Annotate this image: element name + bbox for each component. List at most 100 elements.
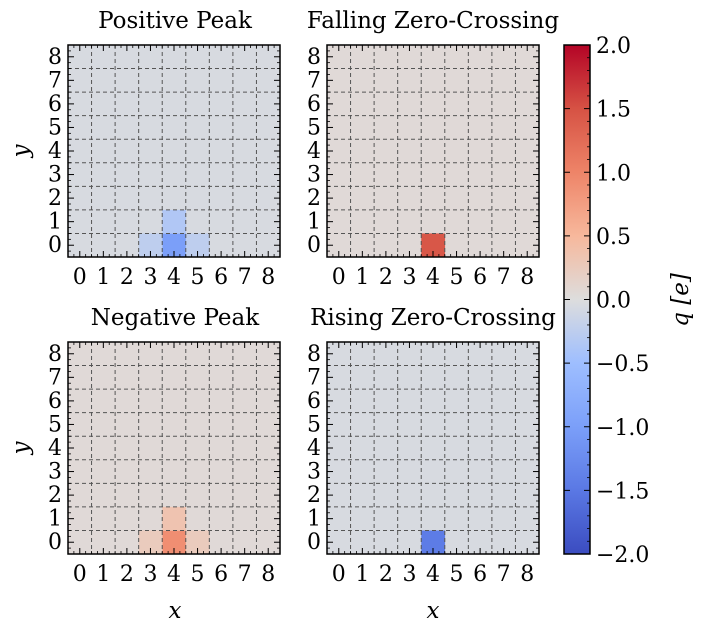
- y-tick-label: 4: [48, 139, 62, 164]
- x-tick-label: 3: [143, 562, 157, 587]
- y-tick-label: 3: [48, 460, 62, 485]
- y-tick-label: 4: [307, 436, 321, 461]
- y-tick-label: 0: [48, 233, 62, 258]
- y-tick-label: 8: [48, 342, 62, 367]
- x-tick-label: 0: [332, 562, 346, 587]
- colorbar-tick-label: −1.5: [596, 479, 649, 504]
- x-tick-label: 6: [473, 562, 487, 587]
- y-tick-label: 1: [48, 507, 62, 532]
- y-tick-label: 2: [307, 483, 321, 508]
- heatmap-cell: [421, 233, 446, 258]
- x-axis-label: x: [427, 598, 440, 624]
- y-tick-label: 3: [48, 163, 62, 188]
- colorbar-tick-label: 0.5: [596, 225, 631, 250]
- x-tick-label: 4: [167, 265, 181, 290]
- x-tick-label: 8: [520, 562, 534, 587]
- heatmap-background: [327, 342, 539, 554]
- y-tick-label: 7: [307, 365, 321, 390]
- colorbar: 2.0 1.5 1.0 0.5 0.0 −0.5 −1.0 −1.5 −2.0 q [e]: [563, 34, 694, 568]
- heatmap-cell: [162, 233, 187, 258]
- y-axis-label: y: [8, 441, 34, 456]
- y-tick-label: 6: [307, 92, 321, 117]
- y-tick-label: 6: [48, 389, 62, 414]
- y-tick-label: 8: [307, 342, 321, 367]
- y-tick-label: 8: [307, 45, 321, 70]
- heatmap-cell: [138, 233, 163, 258]
- y-tick-label: 5: [48, 115, 62, 140]
- colorbar-label-text: q [e]: [668, 273, 694, 327]
- y-tick-label: 0: [48, 530, 62, 555]
- x-tick-label: 4: [426, 562, 440, 587]
- x-tick-label: 3: [143, 265, 157, 290]
- y-tick-label: 6: [307, 389, 321, 414]
- x-tick-label: 4: [167, 562, 181, 587]
- panel-title: Falling Zero-Crossing: [307, 8, 559, 34]
- y-tick-label: 0: [307, 233, 321, 258]
- x-tick-label: 7: [238, 265, 252, 290]
- plot-frame: [67, 341, 281, 555]
- y-tick-label: 5: [307, 412, 321, 437]
- y-tick-label: 1: [307, 507, 321, 532]
- colorbar-tick-label: −0.5: [596, 352, 649, 377]
- plot-frame: [326, 341, 540, 555]
- x-tick-label: 6: [214, 562, 228, 587]
- x-tick-label: 6: [214, 265, 228, 290]
- y-tick-label: 8: [48, 45, 62, 70]
- y-tick-label: 7: [307, 68, 321, 93]
- heatmap-cell: [162, 530, 187, 555]
- colorbar-tick-label: −1.0: [596, 416, 649, 441]
- heatmap-cell: [185, 530, 210, 555]
- y-tick-label: 4: [307, 139, 321, 164]
- x-tick-label: 5: [191, 562, 205, 587]
- x-tick-label: 0: [332, 265, 346, 290]
- x-tick-label: 6: [473, 265, 487, 290]
- x-tick-label: 5: [450, 562, 464, 587]
- y-tick-label: 1: [307, 210, 321, 235]
- colorbar-tick-label: 2.0: [596, 34, 631, 59]
- y-tick-label: 2: [48, 483, 62, 508]
- y-tick-label: 5: [48, 412, 62, 437]
- x-tick-label: 1: [355, 265, 369, 290]
- panel-title: Positive Peak: [98, 8, 253, 34]
- x-tick-label: 7: [238, 562, 252, 587]
- x-tick-label: 7: [497, 265, 511, 290]
- colorbar-tick-label: 1.5: [596, 98, 631, 123]
- heatmap-cell: [162, 506, 187, 531]
- x-tick-label: 1: [96, 562, 110, 587]
- y-tick-label: 3: [307, 163, 321, 188]
- panel-rising-zero-crossing: Rising Zero-Crossing 001122334455667788 …: [307, 305, 556, 624]
- y-tick-label: 0: [307, 530, 321, 555]
- colorbar-tick-label: −2.0: [596, 543, 649, 568]
- x-tick-label: 2: [120, 265, 134, 290]
- x-tick-label: 3: [402, 265, 416, 290]
- plot-frame: [67, 44, 281, 258]
- plot-frame: [326, 44, 540, 258]
- colorbar-tick-label: 0.0: [596, 289, 631, 314]
- y-tick-label: 1: [48, 210, 62, 235]
- y-tick-label: 3: [307, 460, 321, 485]
- x-tick-label: 2: [120, 562, 134, 587]
- colorbar-label: q [e]: [668, 273, 694, 327]
- x-axis-label: x: [169, 598, 182, 624]
- x-tick-label: 1: [96, 265, 110, 290]
- y-tick-label: 4: [48, 436, 62, 461]
- x-tick-label: 8: [261, 562, 275, 587]
- x-tick-label: 8: [520, 265, 534, 290]
- heatmap-cell: [185, 233, 210, 258]
- x-tick-label: 0: [73, 265, 87, 290]
- y-tick-label: 6: [48, 92, 62, 117]
- panel-title: Rising Zero-Crossing: [310, 305, 556, 331]
- heatmap-cell: [421, 530, 446, 555]
- x-tick-label: 3: [402, 562, 416, 587]
- x-tick-label: 8: [261, 265, 275, 290]
- heatmap-cell: [138, 530, 163, 555]
- y-tick-label: 2: [307, 186, 321, 211]
- y-tick-label: 2: [48, 186, 62, 211]
- x-tick-label: 2: [379, 265, 393, 290]
- heatmap-cell: [162, 209, 187, 234]
- x-tick-label: 2: [379, 562, 393, 587]
